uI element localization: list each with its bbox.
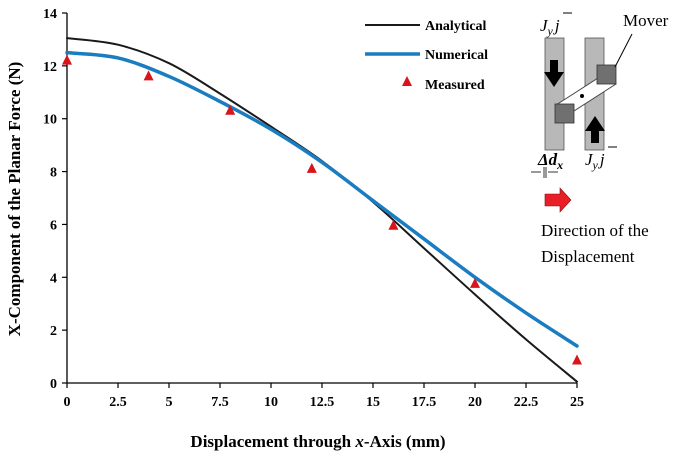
legend-item-analytical: Analytical (365, 19, 487, 34)
axes (66, 13, 577, 384)
current-label-top: Jy j (540, 16, 560, 38)
direction-label-line1: Direction of the (541, 221, 649, 240)
current-arrow-down-icon (544, 60, 564, 87)
data-point-measured (572, 354, 582, 365)
x-tick-label: 20 (468, 395, 482, 410)
y-axis-title: X-Component of the Planar Force (N) (5, 62, 24, 337)
y-tick-label: 6 (50, 218, 57, 233)
x-tick-label: 10 (264, 395, 278, 410)
series-line-numerical (65, 50, 579, 348)
gap-label: Δdx (537, 150, 563, 172)
data-point-measured (306, 162, 317, 173)
current-arrow-up-icon (585, 116, 605, 143)
mover-center-dot (580, 94, 584, 98)
legend: Analytical Numerical Measured (365, 19, 488, 93)
data-point-measured (225, 104, 236, 115)
legend-item-numerical: Numerical (365, 48, 488, 63)
x-tick-label: 22.5 (514, 395, 539, 410)
y-tick-label: 12 (43, 60, 57, 75)
y-tick-label: 10 (43, 113, 57, 128)
x-tick-label: 15 (366, 395, 380, 410)
inset-diagram: Mover Jy j Jy j Δdx Direction of the Displ… (531, 11, 669, 266)
x-tick-label: 2.5 (109, 395, 127, 410)
data-point-measured (143, 70, 154, 81)
legend-swatch-measured-triangle (402, 76, 412, 86)
y-tick-label: 14 (43, 7, 57, 22)
x-axis-title: Displacement through x-Axis (mm) (190, 432, 445, 451)
left-conductor-bar (544, 37, 565, 151)
x-tick-label: 12.5 (310, 395, 335, 410)
legend-label-numerical: Numerical (425, 48, 488, 63)
series-layer (62, 37, 582, 383)
x-tick-label: 25 (570, 395, 584, 410)
legend-label-analytical: Analytical (425, 19, 487, 34)
x-tick-label: 5 (166, 395, 173, 410)
x-axis-ticks: 0 2.5 5 7.5 10 12.5 15 17.5 20 22.5 25 (64, 383, 584, 410)
x-tick-label: 7.5 (211, 395, 229, 410)
y-tick-label: 0 (50, 377, 57, 392)
direction-label-line2: Displacement (541, 247, 635, 266)
y-tick-label: 4 (50, 271, 57, 286)
data-point-measured (62, 54, 72, 65)
data-point-measured (470, 277, 480, 288)
data-point-measured (388, 219, 399, 230)
y-tick-label: 8 (50, 166, 57, 181)
mover-block-right (596, 64, 617, 85)
y-tick-label: 2 (50, 324, 57, 339)
x-tick-label: 17.5 (412, 395, 437, 410)
x-tick-label: 0 (64, 395, 71, 410)
displacement-direction-arrow-icon (544, 187, 572, 213)
current-label-bottom: Jy j (585, 150, 605, 172)
mover-leader-line (614, 33, 633, 68)
mover-label: Mover (623, 11, 669, 30)
series-line-analytical (66, 37, 578, 383)
y-axis-ticks: 0 2 4 6 8 10 12 14 (43, 7, 67, 392)
legend-item-measured: Measured (402, 76, 485, 93)
mover-block-left (554, 103, 575, 124)
legend-label-measured: Measured (425, 78, 485, 93)
